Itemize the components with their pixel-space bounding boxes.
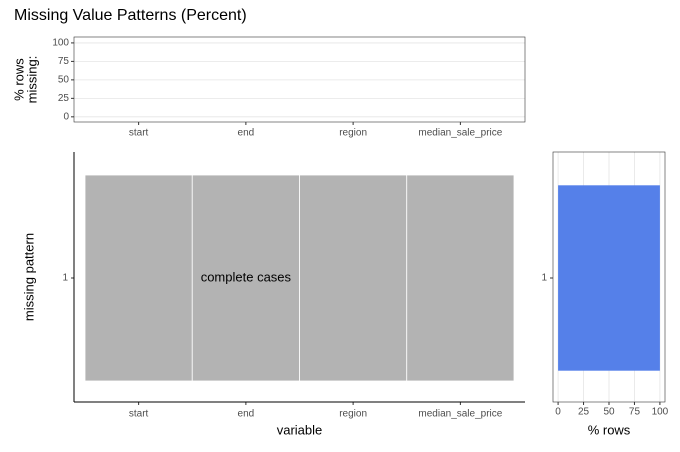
- tile: [299, 174, 408, 382]
- x-tick-label: start: [129, 409, 149, 420]
- y-tick-label: 75: [58, 56, 70, 67]
- x-axis-label: % rows: [588, 422, 631, 437]
- y-axis-label: missing:: [24, 56, 39, 104]
- x-axis-label: variable: [277, 422, 323, 437]
- x-tick-label: median_sale_price: [418, 409, 502, 420]
- y-tick-label: 0: [63, 111, 69, 122]
- x-tick-label: median_sale_price: [418, 128, 502, 139]
- y-tick-label: 1: [541, 273, 547, 284]
- y-tick-label: 50: [58, 75, 70, 86]
- x-tick-label: 0: [555, 407, 561, 418]
- tile: [84, 174, 193, 382]
- x-tick-label: end: [238, 409, 255, 420]
- x-tick-label: 50: [603, 407, 615, 418]
- y-axis-label: % rows: [11, 58, 26, 101]
- annotation: complete cases: [201, 269, 292, 284]
- tile: [406, 174, 515, 382]
- x-tick-label: 75: [629, 407, 641, 418]
- y-tick-label: 100: [52, 38, 69, 49]
- x-tick-label: 100: [652, 407, 669, 418]
- x-tick-label: region: [339, 128, 367, 139]
- panel-border: [552, 151, 666, 403]
- bar: [558, 185, 660, 371]
- x-tick-label: 25: [578, 407, 590, 418]
- chart-title: Missing Value Patterns (Percent): [14, 7, 247, 24]
- y-tick-label: 1: [62, 273, 68, 284]
- x-tick-label: region: [339, 409, 367, 420]
- y-tick-label: 25: [58, 93, 70, 104]
- x-tick-label: start: [129, 128, 149, 139]
- y-axis-label: missing pattern: [21, 233, 36, 321]
- tile: [191, 174, 300, 382]
- x-tick-label: end: [238, 128, 255, 139]
- panel-border: [73, 36, 526, 123]
